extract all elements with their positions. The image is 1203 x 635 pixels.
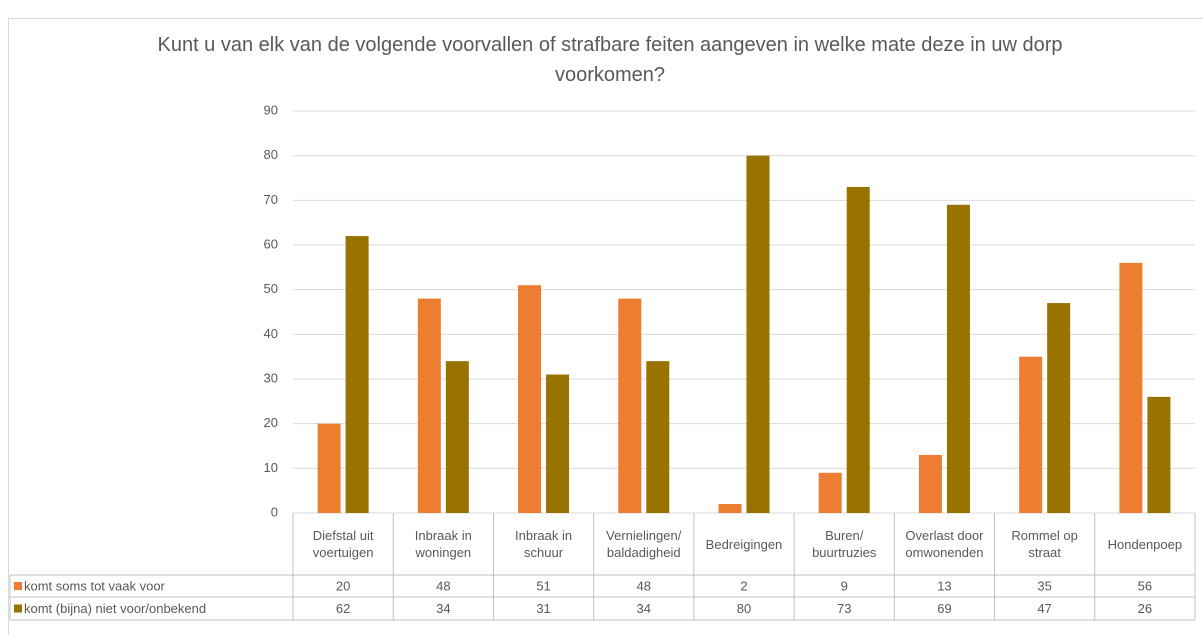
x-tick-label: Inbraak in schuur — [515, 528, 573, 560]
table-value: 73 — [837, 601, 851, 616]
y-tick-label: 20 — [264, 415, 278, 430]
x-tick-label: Hondenpoep — [1107, 536, 1183, 552]
x-tick-label: Bedreigingen — [705, 536, 783, 552]
x-tick-label: Diefstal uit voertuigen — [312, 528, 374, 560]
bar — [1147, 396, 1171, 513]
bar — [746, 155, 770, 513]
bar — [317, 423, 341, 513]
table-value: 13 — [937, 578, 951, 593]
bar — [646, 361, 670, 513]
table-value: 62 — [336, 601, 350, 616]
table-value: 26 — [1138, 601, 1152, 616]
bar — [445, 361, 469, 513]
bar — [345, 236, 369, 514]
chart-area — [8, 18, 1203, 635]
y-tick-label: 0 — [271, 504, 278, 519]
table-value: 47 — [1037, 601, 1051, 616]
bar — [818, 472, 842, 513]
x-tick-label: Vernielingen/ baldadigheid — [606, 528, 682, 560]
x-tick-label: Overlast door omwonenden — [905, 528, 984, 560]
bar — [946, 204, 970, 514]
bar — [518, 285, 542, 513]
bar — [546, 374, 570, 513]
bar — [618, 298, 642, 513]
x-tick-label: Rommel op straat — [1011, 528, 1078, 560]
table-value: 20 — [336, 578, 350, 593]
bar — [718, 504, 742, 513]
legend-label: komt soms tot vaak voor — [24, 578, 166, 593]
table-value: 80 — [737, 601, 751, 616]
table-value: 34 — [637, 601, 651, 616]
table-value: 56 — [1138, 578, 1152, 593]
bar — [1047, 303, 1071, 513]
bar — [417, 298, 441, 513]
y-tick-label: 30 — [264, 370, 278, 385]
table-value: 51 — [536, 578, 550, 593]
table-value: 9 — [841, 578, 848, 593]
table-value: 69 — [937, 601, 951, 616]
y-tick-label: 50 — [264, 281, 278, 296]
table-value: 48 — [436, 578, 450, 593]
legend-key — [14, 582, 22, 590]
table-value: 35 — [1037, 578, 1051, 593]
y-tick-label: 70 — [264, 192, 278, 207]
table-value: 34 — [436, 601, 450, 616]
legend-key — [14, 604, 22, 613]
table-value: 48 — [637, 578, 651, 593]
bar — [846, 186, 870, 513]
y-tick-label: 40 — [264, 326, 278, 341]
y-tick-label: 80 — [264, 147, 278, 162]
x-tick-label: Inbraak in woningen — [414, 528, 472, 560]
chart-title: Kunt u van elk van de volgende voorvalle… — [157, 34, 1063, 86]
bar — [1119, 262, 1143, 513]
table-value: 2 — [740, 578, 747, 593]
bar — [1019, 356, 1043, 513]
y-tick-label: 10 — [264, 460, 278, 475]
table-value: 31 — [536, 601, 550, 616]
legend-label: komt (bijna) niet voor/onbekend — [24, 601, 206, 616]
x-tick-label: Buren/ buurtruzies — [812, 528, 877, 560]
bar — [918, 454, 942, 513]
y-tick-label: 60 — [264, 236, 278, 251]
y-tick-label: 90 — [264, 102, 278, 117]
